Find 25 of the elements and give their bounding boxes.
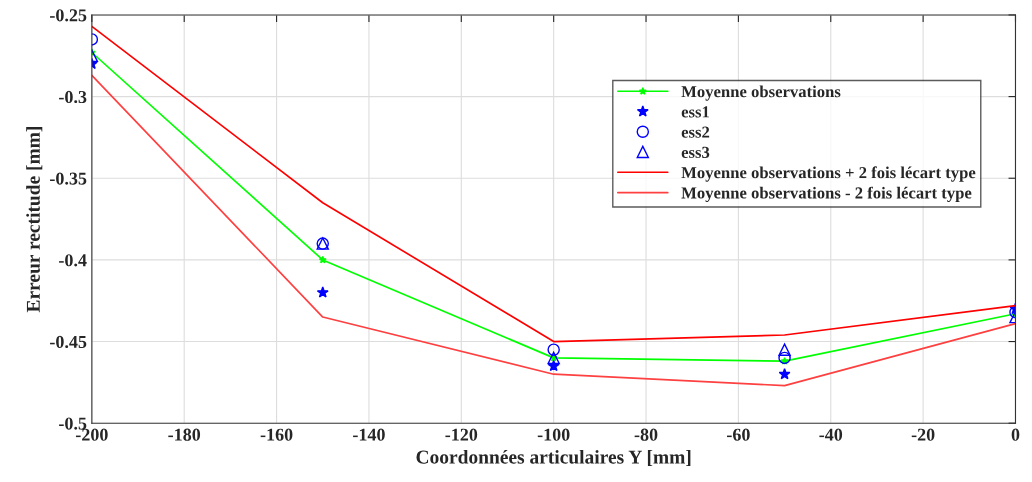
y-tick-label: -0.5: [59, 417, 87, 430]
y-axis-title: Erreur rectitude [mm]: [26, 127, 43, 313]
legend-label: Moyenne observations - 2 fois lécart type: [681, 186, 972, 202]
legend-label: ess3: [681, 146, 710, 158]
legend-label: ess2: [681, 126, 710, 138]
x-tick-label: -200: [75, 428, 108, 441]
x-tick-label: -120: [445, 428, 478, 441]
x-axis-title: Coordonnées articulaires Y [mm]: [416, 449, 691, 467]
legend-label: ess1: [681, 106, 709, 118]
y-tick-label: -0.4: [59, 254, 87, 267]
x-tick-label: -140: [353, 428, 385, 441]
y-tick-label: -0.45: [50, 335, 87, 349]
legend-label: Moyenne observations: [681, 85, 841, 101]
y-tick-label: -0.35: [50, 172, 87, 185]
x-tick-label: -60: [727, 428, 750, 441]
x-tick-label: -20: [911, 428, 935, 441]
x-tick-label: 0: [1011, 428, 1020, 441]
x-tick-label: -100: [537, 428, 570, 441]
y-tick-label: -0.3: [59, 90, 87, 104]
x-tick-label: -40: [819, 428, 843, 441]
x-tick-label: -80: [634, 428, 658, 441]
x-tick-label: -160: [260, 428, 293, 441]
x-tick-label: -180: [168, 428, 201, 441]
y-tick-label: -0.25: [50, 9, 87, 22]
legend-label: Moyenne observations + 2 fois lécart type: [681, 166, 976, 182]
